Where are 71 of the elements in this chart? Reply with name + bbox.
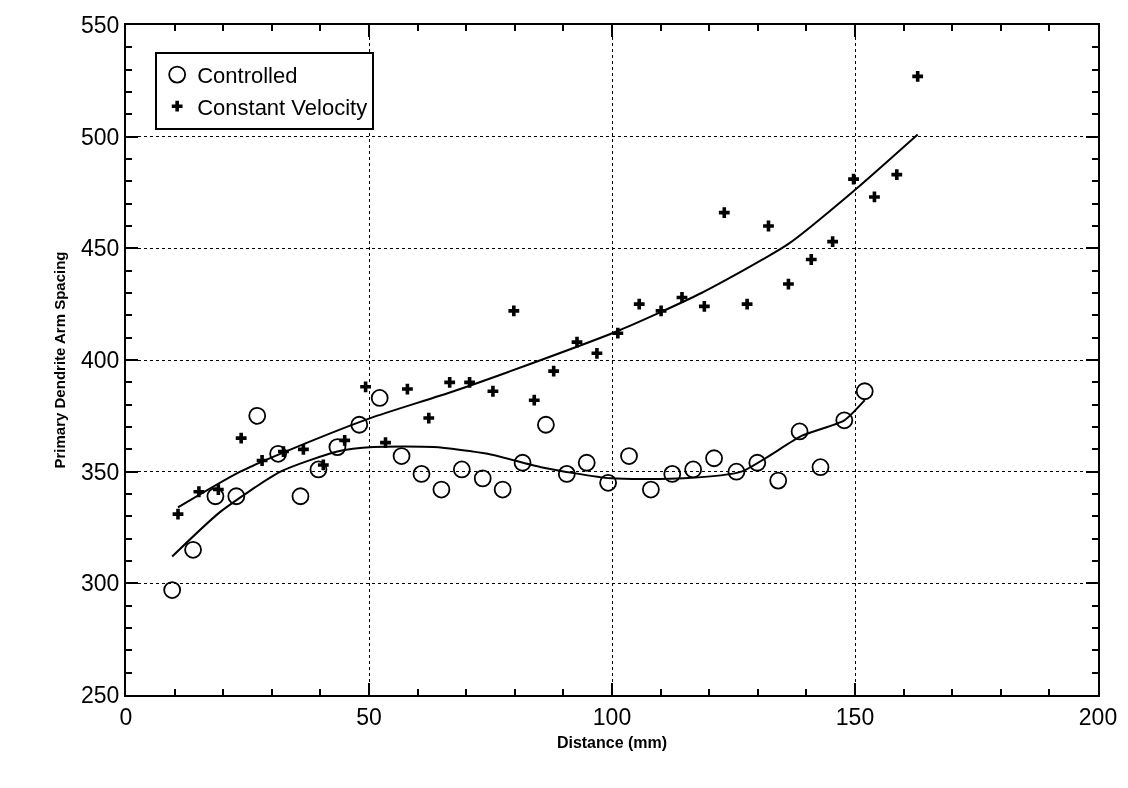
point (571, 336, 583, 348)
point (741, 298, 753, 310)
point (235, 432, 247, 444)
x-tick-label: 150 (835, 703, 875, 730)
point (513, 453, 532, 472)
point (805, 254, 817, 265)
point (790, 422, 809, 441)
x-tick-label: 100 (592, 703, 632, 730)
point (783, 278, 794, 290)
point (891, 169, 903, 181)
point (309, 460, 328, 479)
point (360, 381, 371, 393)
y-tick-label: 300 (81, 570, 120, 597)
y-tick-label: 350 (81, 458, 120, 485)
point (370, 389, 389, 407)
y-tick-label: 250 (81, 682, 120, 709)
point (835, 411, 854, 430)
point (848, 173, 859, 185)
point (705, 449, 723, 468)
point (269, 444, 288, 463)
x-tick-label: 200 (1078, 703, 1118, 730)
point (528, 394, 540, 406)
point (591, 347, 603, 359)
point (557, 465, 576, 483)
y-axis-title: Primary Dendrite Arm Spacing (50, 251, 68, 469)
point (350, 415, 369, 434)
point (508, 305, 520, 317)
point (493, 480, 512, 499)
point (452, 460, 471, 479)
point (548, 365, 560, 377)
legend-label: Controlled (197, 63, 298, 89)
point (392, 447, 411, 465)
point (748, 453, 767, 472)
x-axis-title: Distance (mm) (556, 733, 668, 751)
point (620, 447, 638, 465)
point (684, 460, 703, 479)
point (869, 191, 880, 203)
point (599, 473, 618, 492)
point (663, 465, 682, 483)
point (487, 385, 499, 397)
y-tick-label: 500 (81, 123, 120, 150)
point (206, 487, 225, 506)
y-tick-label: 550 (81, 12, 120, 39)
point (537, 415, 555, 434)
point (328, 438, 347, 456)
point (423, 412, 435, 424)
point (339, 435, 351, 446)
point (184, 540, 202, 559)
y-tick-label: 450 (81, 235, 120, 262)
point (401, 383, 413, 395)
point (577, 453, 596, 472)
x-tick-label: 50 (356, 703, 382, 730)
point (248, 406, 267, 425)
point (227, 487, 246, 506)
point (718, 207, 730, 218)
x-tick-label: 0 (119, 703, 133, 730)
legend-label: Constant Velocity (197, 94, 368, 120)
point (727, 462, 746, 481)
point (172, 508, 184, 520)
point (432, 480, 451, 499)
point (473, 469, 492, 488)
point (291, 487, 310, 506)
point (633, 298, 645, 310)
point (769, 471, 788, 490)
point (811, 458, 830, 477)
y-tick-label: 400 (81, 347, 120, 374)
point (163, 581, 182, 599)
point (763, 220, 774, 232)
point (855, 382, 874, 401)
point (412, 465, 431, 483)
point (641, 480, 660, 499)
